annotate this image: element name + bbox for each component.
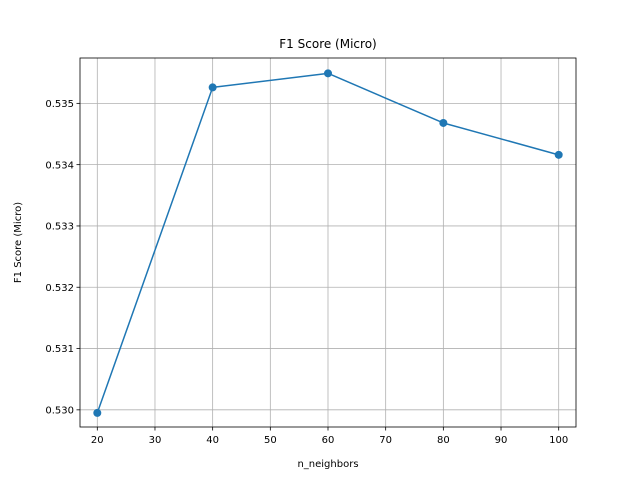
y-tick-label: 0.534 bbox=[45, 160, 74, 171]
x-tick-label: 20 bbox=[91, 435, 104, 446]
data-point bbox=[554, 150, 563, 159]
y-tick-label: 0.535 bbox=[45, 99, 74, 110]
y-axis: 0.530 0.531 0.532 0.533 0.534 0.535 bbox=[45, 99, 80, 416]
x-tick-label: 70 bbox=[379, 435, 392, 446]
x-axis: 20 30 40 50 60 70 80 90 100 bbox=[91, 427, 568, 446]
data-point bbox=[93, 408, 102, 417]
series-layer bbox=[93, 69, 563, 417]
x-tick-label: 80 bbox=[437, 435, 450, 446]
x-tick-label: 90 bbox=[495, 435, 508, 446]
x-tick-label: 100 bbox=[549, 435, 568, 446]
chart-title: F1 Score (Micro) bbox=[279, 37, 376, 51]
x-tick-label: 50 bbox=[264, 435, 277, 446]
grid bbox=[80, 58, 576, 427]
y-axis-label: F1 Score (Micro) bbox=[13, 202, 24, 283]
x-tick-label: 40 bbox=[206, 435, 219, 446]
x-tick-label: 30 bbox=[149, 435, 162, 446]
x-axis-label: n_neighbors bbox=[297, 459, 358, 470]
x-tick-label: 60 bbox=[322, 435, 335, 446]
data-point bbox=[439, 118, 448, 127]
y-tick-label: 0.531 bbox=[45, 344, 74, 355]
y-tick-label: 0.532 bbox=[45, 283, 74, 294]
data-point bbox=[324, 69, 332, 78]
y-tick-label: 0.533 bbox=[45, 222, 74, 233]
data-point bbox=[208, 83, 217, 92]
y-tick-label: 0.530 bbox=[45, 405, 74, 416]
